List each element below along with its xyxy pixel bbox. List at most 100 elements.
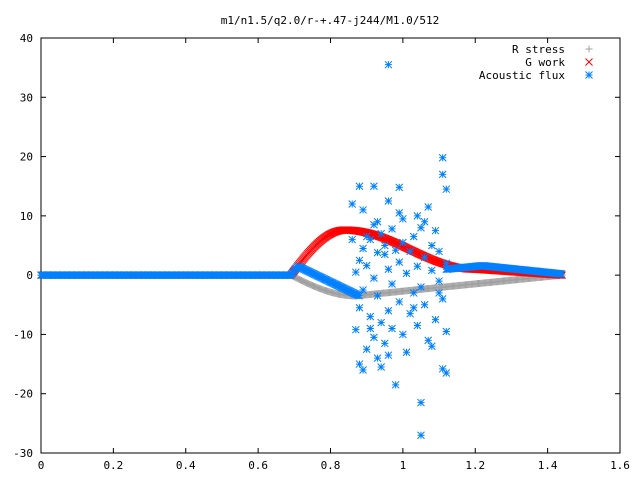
y-tick-label: -10: [13, 328, 33, 341]
acoustic-flux-point: [424, 203, 433, 211]
acoustic-flux-point: [373, 248, 382, 257]
acoustic-flux-point: [377, 229, 386, 238]
acoustic-flux-point: [417, 283, 425, 291]
acoustic-flux-point: [359, 206, 367, 214]
acoustic-flux-point: [388, 225, 396, 233]
acoustic-flux-point: [370, 182, 378, 191]
acoustic-flux-point: [355, 360, 364, 368]
acoustic-flux-point: [377, 318, 386, 327]
acoustic-flux-point: [402, 348, 411, 357]
acoustic-flux-point: [384, 265, 393, 274]
acoustic-flux-point: [351, 325, 360, 334]
plot-frame: [40, 37, 621, 454]
acoustic-flux-point: [348, 200, 357, 208]
acoustic-flux-point: [424, 336, 433, 345]
acoustic-flux-point: [435, 247, 443, 256]
acoustic-flux-point: [366, 324, 375, 333]
acoustic-flux-point: [384, 197, 393, 205]
acoustic-flux-point: [380, 250, 389, 259]
acoustic-flux-point: [380, 241, 389, 250]
data-layer: [37, 60, 566, 440]
acoustic-flux-point: [388, 324, 396, 333]
acoustic-flux-point: [442, 369, 451, 377]
acoustic-flux-point: [359, 286, 367, 294]
acoustic-flux-point: [384, 351, 393, 360]
acoustic-flux-point: [366, 312, 375, 321]
acoustic-flux-point: [373, 292, 382, 300]
acoustic-flux-point: [413, 321, 422, 330]
y-tick-label: 20: [20, 151, 33, 164]
x-tick-label: 1.4: [538, 459, 558, 472]
x-tick-label: 1: [400, 459, 407, 472]
acoustic-flux-point: [417, 431, 425, 440]
x-tick-label: 0.6: [248, 459, 268, 472]
chart-title: m1/n1.5/q2.0/r-+.47-j244/M1.0/512: [221, 14, 440, 27]
acoustic-flux-point: [420, 300, 429, 309]
acoustic-flux-point: [420, 217, 429, 226]
legend-label: G work: [525, 56, 565, 69]
acoustic-flux-point: [406, 247, 414, 256]
y-tick-label: 10: [20, 210, 33, 223]
acoustic-flux-point: [362, 232, 371, 241]
acoustic-flux-point: [388, 280, 396, 288]
x-tick-label: 0.2: [103, 459, 123, 472]
acoustic-flux-point: [427, 241, 436, 250]
legend-entry: Acoustic flux: [479, 69, 593, 82]
acoustic-flux-point: [348, 235, 357, 244]
acoustic-flux-point: [355, 291, 363, 300]
acoustic-flux-point: [413, 262, 422, 271]
acoustic-flux-point: [373, 354, 382, 362]
acoustic-flux-point: [391, 246, 400, 255]
acoustic-flux-point: [395, 209, 404, 217]
x-tick-label: 0.8: [321, 459, 341, 472]
legend-label: Acoustic flux: [479, 69, 565, 82]
acoustic-flux-point: [420, 253, 429, 262]
legend-label: R stress: [512, 43, 565, 56]
acoustic-flux-point: [355, 256, 364, 265]
acoustic-flux-point: [427, 266, 436, 275]
acoustic-flux-point: [395, 183, 404, 192]
acoustic-flux-point: [409, 303, 418, 312]
acoustic-flux-point: [442, 327, 451, 336]
acoustic-flux-series: [37, 60, 566, 440]
legend-entry: R stress: [512, 43, 593, 56]
acoustic-flux-point: [431, 315, 440, 324]
y-tick-label: -20: [13, 388, 33, 401]
tick-labels: 0 0.2 0.4 0.6 0.8 1 1.2 1.4 1.6 -30 -20 -10 0 10 20 30 4…: [13, 32, 630, 472]
acoustic-flux-point: [370, 220, 378, 229]
x-tick-label: 0.4: [176, 459, 196, 472]
acoustic-flux-point: [438, 364, 447, 373]
acoustic-flux-point: [399, 238, 407, 247]
acoustic-flux-point: [391, 380, 400, 389]
acoustic-flux-point: [557, 270, 566, 278]
acoustic-flux-point: [417, 398, 425, 407]
acoustic-flux-point: [442, 185, 451, 194]
acoustic-flux-point: [438, 153, 447, 162]
legend-marker: [585, 45, 593, 53]
x-tick-label: 1.2: [465, 459, 485, 472]
acoustic-flux-point: [435, 289, 443, 297]
legend-entry: G work: [525, 56, 593, 69]
acoustic-flux-point: [417, 223, 425, 232]
acoustic-flux-point: [395, 297, 404, 306]
acoustic-flux-point: [409, 232, 418, 241]
acoustic-flux-point: [370, 274, 378, 282]
acoustic-flux-point: [370, 333, 378, 342]
acoustic-flux-point: [355, 303, 364, 312]
acoustic-flux-point: [377, 363, 386, 371]
acoustic-flux-point: [359, 244, 367, 253]
acoustic-flux-point: [384, 60, 393, 69]
acoustic-flux-point: [359, 366, 367, 374]
acoustic-flux-point: [399, 330, 407, 339]
legend-marker: [585, 58, 593, 66]
acoustic-flux-point: [438, 170, 447, 179]
acoustic-flux-point: [438, 295, 447, 303]
acoustic-flux-point: [427, 342, 436, 351]
acoustic-flux-point: [395, 258, 404, 266]
acoustic-flux-point: [362, 345, 371, 354]
legend-marker: [585, 71, 593, 79]
acoustic-flux-point: [402, 269, 411, 278]
acoustic-flux-point: [362, 261, 371, 270]
axes: [40, 37, 621, 454]
